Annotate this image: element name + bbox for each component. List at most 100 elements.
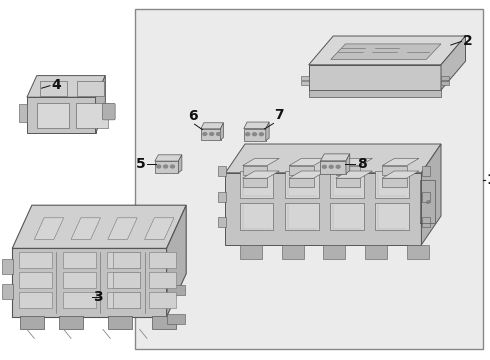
Bar [107,292,140,308]
Bar [422,217,430,227]
Bar [63,272,96,288]
Polygon shape [34,218,64,239]
Bar [285,203,319,230]
Circle shape [260,133,264,136]
Polygon shape [309,36,466,65]
Bar [285,171,319,198]
Bar [441,81,449,85]
Polygon shape [289,178,314,187]
Polygon shape [336,178,360,187]
Polygon shape [320,154,350,161]
Circle shape [245,133,249,136]
Bar [240,171,273,198]
Bar [301,81,309,85]
Circle shape [253,133,256,136]
FancyBboxPatch shape [240,245,262,259]
Bar [218,217,226,227]
Bar [422,192,430,202]
Polygon shape [382,171,419,178]
Bar [149,292,176,308]
Polygon shape [243,178,267,187]
Polygon shape [12,205,186,248]
FancyBboxPatch shape [108,316,132,329]
Bar [330,171,364,198]
Polygon shape [382,158,419,166]
Bar [113,272,140,288]
Polygon shape [155,155,182,161]
FancyBboxPatch shape [20,316,44,329]
Circle shape [217,132,221,135]
Circle shape [210,132,214,135]
Circle shape [164,165,168,168]
Polygon shape [27,97,96,133]
Polygon shape [266,122,269,141]
FancyBboxPatch shape [407,245,429,259]
Polygon shape [336,158,372,166]
Polygon shape [243,166,267,175]
Bar [76,103,108,128]
Polygon shape [441,36,465,90]
Circle shape [329,165,333,168]
Polygon shape [331,44,441,59]
Polygon shape [243,158,279,166]
Bar [375,171,409,198]
Bar [375,203,409,230]
Polygon shape [71,218,100,239]
Polygon shape [243,171,279,178]
Polygon shape [289,166,314,175]
FancyBboxPatch shape [282,245,304,259]
Polygon shape [382,166,407,175]
Bar [63,252,96,268]
Polygon shape [155,161,178,173]
Bar [113,252,140,268]
Bar [37,103,69,128]
Polygon shape [421,144,441,245]
Bar [19,292,52,308]
Text: 1: 1 [487,173,490,187]
Bar [107,272,140,288]
Bar [19,104,27,122]
Polygon shape [244,122,269,129]
Bar [2,284,13,299]
FancyBboxPatch shape [102,103,115,120]
Polygon shape [382,178,407,187]
Polygon shape [108,218,137,239]
Polygon shape [27,76,105,97]
Bar [218,192,226,202]
Polygon shape [309,65,441,90]
Polygon shape [201,123,223,129]
Text: 3: 3 [93,290,103,304]
Bar [301,76,309,80]
Circle shape [171,165,174,168]
Bar [107,252,140,268]
FancyBboxPatch shape [323,245,345,259]
Bar [218,166,226,176]
Text: e: e [426,199,430,204]
Circle shape [157,165,161,168]
Bar [167,285,185,295]
Bar [149,272,176,288]
Bar [19,272,52,288]
Text: 4: 4 [51,78,61,92]
Polygon shape [12,248,167,317]
Bar [63,292,96,308]
Polygon shape [336,171,372,178]
Bar [2,259,13,274]
Polygon shape [336,166,360,175]
Text: 6: 6 [188,109,198,123]
Polygon shape [225,144,441,173]
Circle shape [336,165,340,168]
FancyBboxPatch shape [365,245,387,259]
Bar [135,9,483,349]
Bar [330,203,364,230]
Polygon shape [145,218,174,239]
Polygon shape [178,155,182,173]
Bar [40,81,67,96]
Bar [167,314,185,324]
Bar [113,292,140,308]
Bar [422,166,430,176]
Polygon shape [289,171,326,178]
Bar [19,252,52,268]
Polygon shape [225,173,421,245]
Circle shape [203,132,207,135]
